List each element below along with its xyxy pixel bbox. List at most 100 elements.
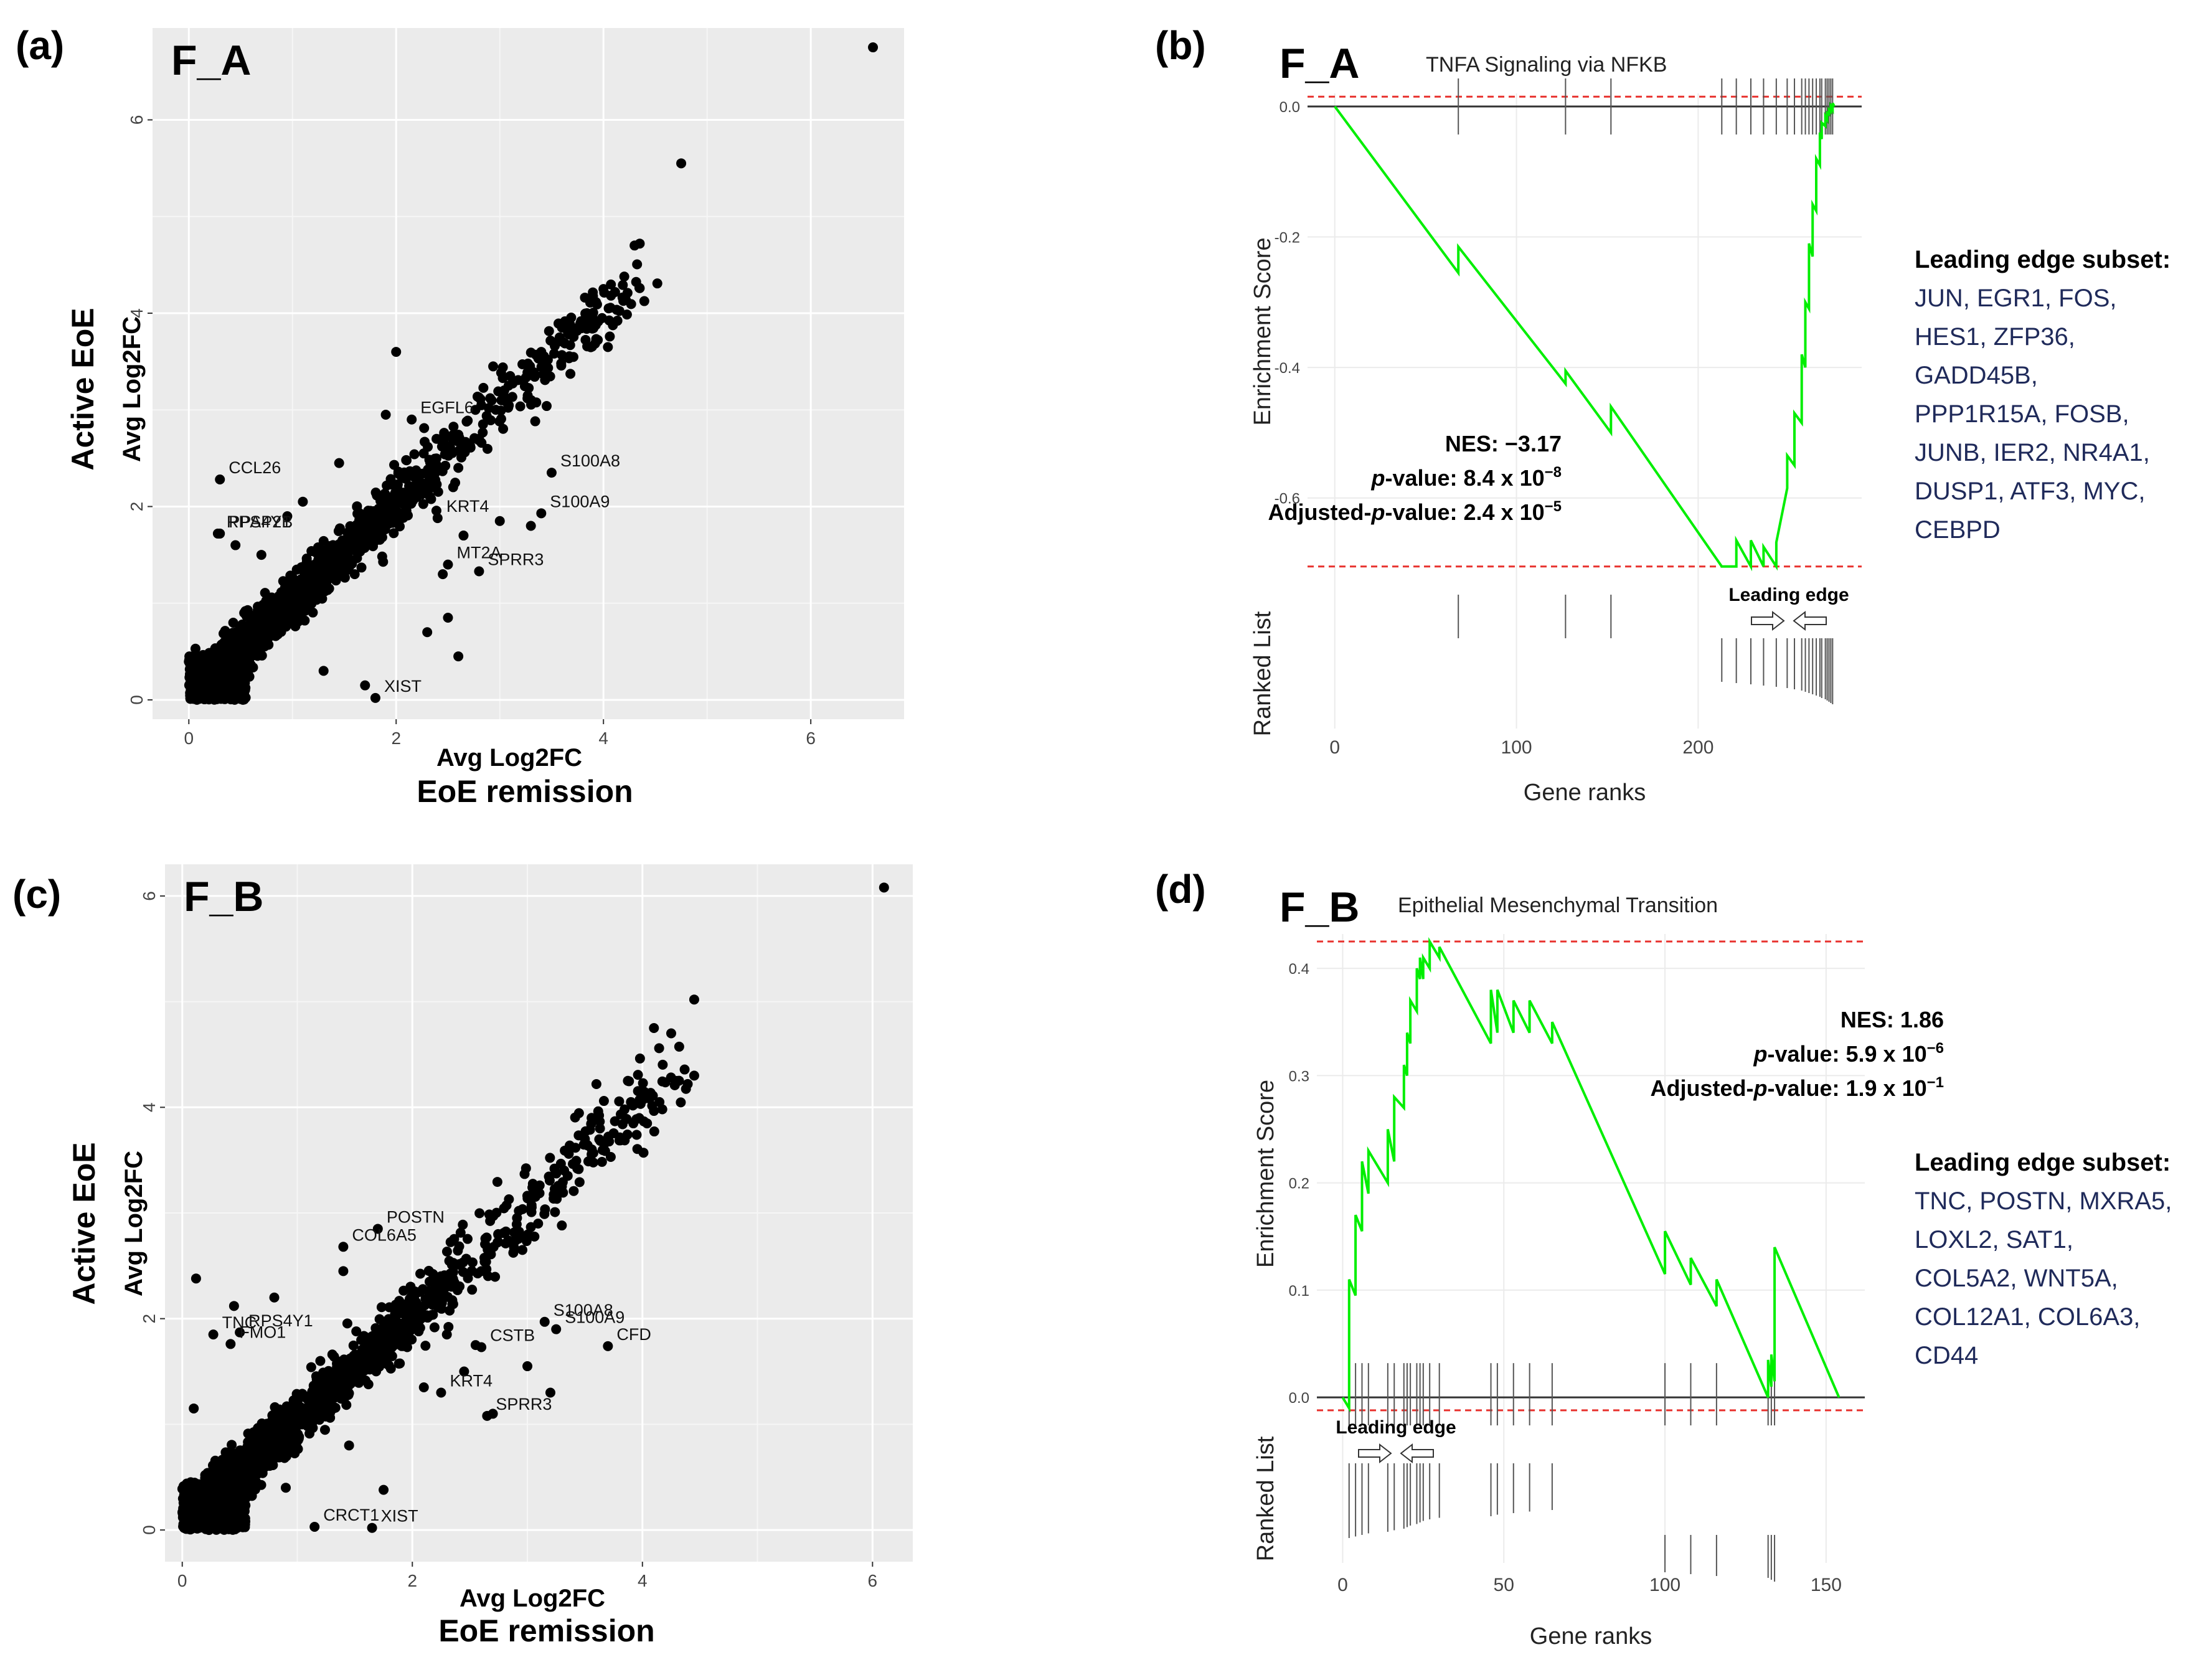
point: [606, 279, 616, 290]
point: [289, 593, 299, 603]
point: [492, 1177, 502, 1187]
point: [443, 1321, 454, 1332]
point: [266, 593, 276, 603]
point: [493, 386, 504, 397]
point: [605, 331, 615, 342]
point: [286, 606, 297, 617]
gene-label: S100A8: [560, 451, 620, 470]
y-tick-label: 4: [139, 1103, 159, 1113]
point: [191, 667, 201, 677]
point: [557, 1220, 567, 1231]
point: [596, 1156, 607, 1167]
point: [220, 1451, 231, 1462]
point: [488, 1210, 499, 1221]
point: [610, 1116, 620, 1126]
point: [614, 306, 625, 316]
point: [325, 1373, 336, 1384]
x-axis-title-top: Avg Log2FC: [436, 744, 582, 772]
point: [441, 1247, 452, 1257]
point: [652, 278, 662, 289]
point: [550, 1207, 560, 1217]
point: [406, 1284, 417, 1295]
point: [232, 676, 242, 686]
point: [341, 1362, 351, 1372]
point: [419, 423, 430, 433]
data-point: [536, 347, 547, 357]
point: [594, 1134, 605, 1144]
x-tick-label: 6: [868, 1571, 878, 1590]
point: [425, 457, 435, 468]
point: [580, 1126, 591, 1136]
point: [460, 447, 470, 458]
point: [304, 1428, 315, 1439]
point: [564, 329, 575, 340]
point: [519, 1169, 530, 1179]
point: [429, 1296, 440, 1306]
point: [514, 1226, 524, 1237]
point: [445, 1277, 456, 1287]
x-axis-title: EoE remission: [417, 774, 633, 809]
point: [522, 1230, 533, 1240]
point: [418, 448, 429, 459]
labeled-point: [370, 692, 380, 703]
point: [333, 526, 344, 536]
x-tick-label: 6: [806, 729, 816, 748]
point: [253, 602, 263, 612]
data-point: [422, 627, 433, 638]
point: [618, 280, 628, 290]
point: [458, 1219, 468, 1230]
point: [619, 293, 629, 304]
y-tick-label: 0: [139, 1525, 159, 1535]
point: [274, 1404, 285, 1415]
point: [568, 1186, 579, 1196]
gene-label: MT2A: [456, 544, 501, 562]
point: [425, 491, 435, 502]
point: [448, 422, 459, 432]
point: [461, 1253, 471, 1264]
data-point: [557, 323, 567, 333]
point: [283, 1429, 294, 1440]
point: [426, 1310, 436, 1320]
point: [676, 1097, 686, 1108]
point: [356, 562, 367, 573]
point: [503, 1235, 514, 1246]
point: [488, 361, 499, 372]
point: [240, 692, 251, 703]
point: [560, 338, 570, 349]
point: [356, 1334, 367, 1345]
point: [631, 1130, 642, 1140]
point: [229, 631, 239, 641]
point: [356, 1348, 367, 1359]
point: [431, 479, 442, 489]
point: [337, 537, 347, 548]
point: [522, 1191, 532, 1201]
point: [657, 1104, 667, 1115]
point: [324, 1408, 335, 1418]
point: [209, 1470, 220, 1480]
point: [425, 470, 436, 481]
point: [620, 1135, 630, 1146]
point: [433, 486, 443, 497]
point: [526, 1202, 537, 1212]
point: [416, 1305, 427, 1316]
data-point: [676, 158, 687, 169]
point: [550, 339, 560, 350]
point: [591, 334, 601, 344]
point: [455, 1281, 465, 1291]
point: [619, 271, 629, 282]
point: [362, 517, 373, 527]
point: [327, 1349, 337, 1360]
data-point: [603, 303, 614, 314]
point: [380, 494, 390, 505]
point: [351, 1326, 362, 1337]
point: [263, 602, 274, 613]
point: [616, 1109, 626, 1120]
point: [654, 1043, 664, 1054]
labeled-point: [474, 566, 484, 577]
point: [288, 1395, 299, 1405]
point: [610, 286, 620, 297]
point: [638, 1078, 648, 1088]
point: [490, 1272, 501, 1282]
point: [541, 401, 552, 412]
